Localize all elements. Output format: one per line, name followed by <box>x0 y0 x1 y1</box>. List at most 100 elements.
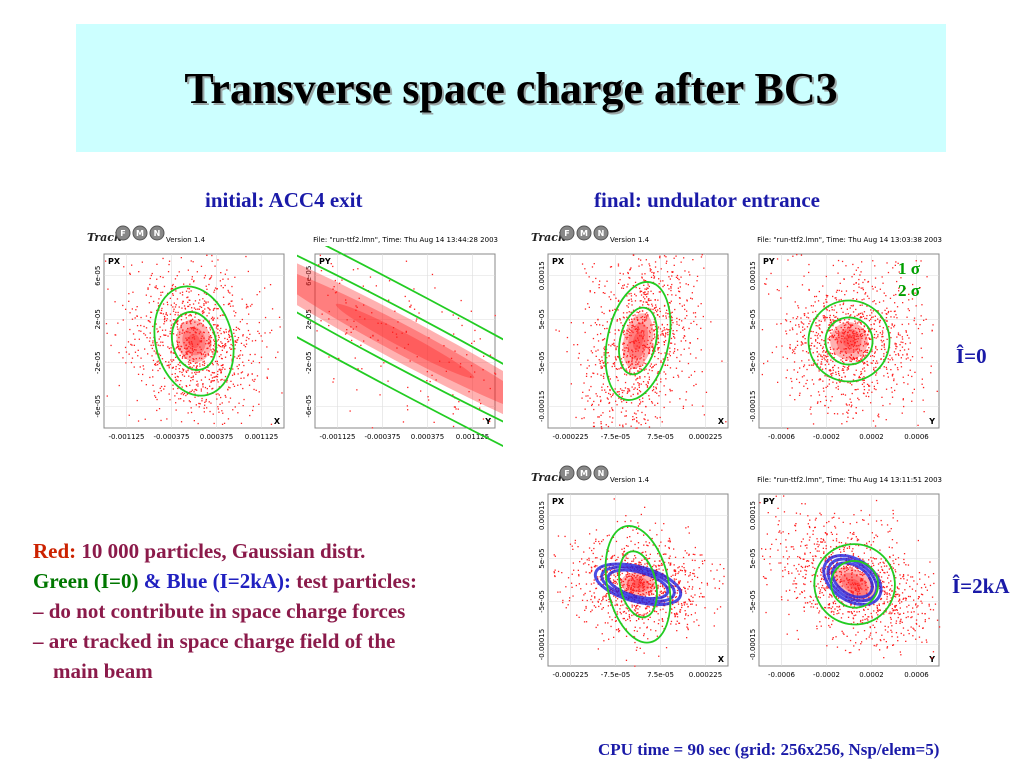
particle-dot <box>862 328 864 330</box>
particle-dot <box>169 320 172 322</box>
green-sigma-ellipse <box>153 285 235 397</box>
particle-dot <box>159 344 161 347</box>
particle-dot <box>659 310 661 313</box>
particle-dot <box>231 374 234 376</box>
particle-dot <box>642 587 644 589</box>
particle-dot <box>181 350 183 353</box>
particle-dot <box>676 630 678 632</box>
particle-dot <box>674 574 676 576</box>
particle-dot <box>628 319 630 321</box>
particle-dot <box>856 358 858 360</box>
particle-dot <box>597 416 599 418</box>
particle-dot <box>817 391 820 393</box>
particle-dot <box>637 542 640 544</box>
particle-dot <box>694 594 696 596</box>
particle-dot <box>170 288 172 290</box>
particle-dot <box>610 574 612 576</box>
particle-dot <box>616 404 618 406</box>
particle-dot <box>357 268 359 270</box>
particle-dot <box>203 364 205 366</box>
particle-dot <box>872 420 875 422</box>
particle-dot <box>858 286 860 288</box>
particle-dot <box>218 386 220 388</box>
particle-dot <box>261 340 263 342</box>
particle-dot <box>851 404 853 406</box>
particle-dot <box>838 289 840 292</box>
particle-dot <box>893 324 896 326</box>
particle-dot <box>679 303 681 305</box>
particle-dot <box>628 388 630 390</box>
particle-dot <box>837 385 839 388</box>
particle-dot <box>588 564 590 566</box>
particle-dot <box>855 407 857 409</box>
particle-dot <box>605 596 607 598</box>
particle-dot <box>802 336 804 338</box>
particle-dot <box>213 350 215 352</box>
particle-dot <box>118 384 120 387</box>
particle-dot <box>911 298 914 300</box>
particle-dot <box>863 630 866 632</box>
particle-dot <box>198 406 200 408</box>
particle-dot <box>845 265 847 267</box>
particle-dot <box>461 324 463 327</box>
particle-dot <box>881 396 883 398</box>
particle-dot <box>647 287 649 289</box>
particle-dot <box>638 258 640 260</box>
particle-dot <box>192 358 194 360</box>
particle-dot <box>197 308 199 310</box>
particle-core <box>842 334 856 348</box>
particle-dot <box>851 359 853 361</box>
particle-dot <box>653 348 655 350</box>
particle-dot <box>174 373 176 375</box>
particle-dot <box>873 564 875 567</box>
particle-dot <box>898 354 900 356</box>
particle-dot <box>651 328 653 330</box>
particle-dot <box>873 369 875 371</box>
particle-dot <box>611 601 613 603</box>
particle-dot <box>628 276 630 279</box>
particle-dot <box>635 348 637 350</box>
particle-dot <box>183 392 186 394</box>
particle-dot <box>701 554 703 556</box>
particle-dot <box>852 340 854 342</box>
particle-dot <box>199 299 201 301</box>
particle-dot <box>172 310 175 312</box>
particle-dot <box>856 575 858 577</box>
particle-dot <box>639 368 641 370</box>
particle-dot <box>632 309 635 311</box>
particle-dot <box>875 303 877 305</box>
particle-dot <box>820 578 823 580</box>
track-logo-text: Track <box>531 231 566 244</box>
particle-dot <box>627 585 629 587</box>
particle-dot <box>606 280 608 282</box>
particle-dot <box>675 578 677 580</box>
particle-dot <box>907 374 909 376</box>
particle-dot <box>613 574 615 576</box>
particle-dot <box>470 310 472 312</box>
particle-dot <box>833 314 835 317</box>
particle-dot <box>801 566 804 569</box>
particle-dot <box>673 264 675 266</box>
particle-dot <box>630 591 632 593</box>
particle-dot <box>637 590 640 592</box>
particle-dot <box>480 402 482 405</box>
particle-dot <box>643 280 645 282</box>
particle-dot <box>207 347 209 349</box>
particle-dot <box>139 366 141 368</box>
particle-dot <box>593 346 595 348</box>
particle-dot <box>863 298 865 300</box>
particle-dot <box>619 574 621 576</box>
particle-dot <box>690 600 692 602</box>
particle-dot <box>775 346 778 348</box>
particle-dot <box>805 351 808 353</box>
particle-dot <box>687 362 690 365</box>
particle-dot <box>653 312 655 314</box>
particle-dot <box>843 372 845 374</box>
particle-dot <box>186 339 188 341</box>
particle-dot <box>639 310 641 313</box>
particle-dot <box>820 625 822 627</box>
particle-dot <box>849 327 851 329</box>
particle-dot <box>873 385 875 388</box>
particle-dot <box>703 596 705 598</box>
particle-dot <box>902 575 905 577</box>
